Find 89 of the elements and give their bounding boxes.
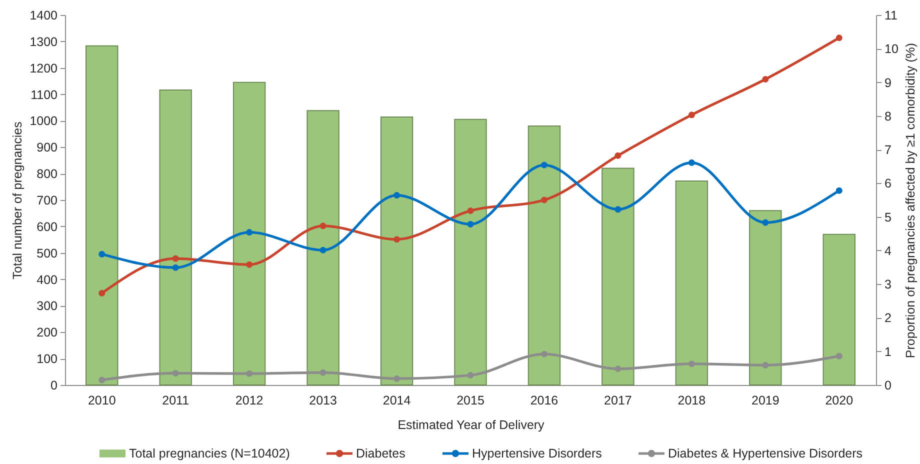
bar xyxy=(454,118,487,386)
point xyxy=(98,290,106,296)
y-tick-label: 200 xyxy=(36,326,58,340)
y2-tick-label: 6 xyxy=(884,176,892,191)
bar xyxy=(528,126,561,386)
point xyxy=(836,34,842,42)
point xyxy=(614,206,622,213)
point xyxy=(762,362,769,368)
point xyxy=(836,187,842,194)
point xyxy=(688,159,695,166)
legend-label: Diabetes & Hypertensive Disorders xyxy=(668,446,863,460)
x-axis-title: Estimated Year of Delivery xyxy=(398,418,546,432)
bar xyxy=(306,110,340,386)
bar xyxy=(159,90,192,386)
y-tick-label: 1300 xyxy=(30,34,58,49)
y-axis-title: Total number of pregnancies xyxy=(10,122,25,280)
point xyxy=(320,369,326,376)
point xyxy=(836,352,842,360)
y-tick-label: 0 xyxy=(50,378,58,392)
y2-tick-label: 5 xyxy=(884,210,892,224)
y-tick-label: 600 xyxy=(36,220,58,234)
y2-tick-label: 8 xyxy=(884,109,892,124)
y-tick-label: 1400 xyxy=(30,8,58,22)
x-tick-label: 2011 xyxy=(162,394,190,408)
y-tick-label: 500 xyxy=(36,246,58,260)
legend-label: Total pregnancies (N=10402) xyxy=(129,446,290,460)
x-tick-label: 2017 xyxy=(604,394,632,408)
point xyxy=(246,370,253,377)
point xyxy=(614,152,622,159)
bar xyxy=(380,116,414,386)
bar xyxy=(675,180,708,386)
x-tick-label: 2019 xyxy=(752,394,780,408)
point xyxy=(172,255,179,262)
y2-tick-label: 7 xyxy=(884,143,892,158)
x-tick-label: 2010 xyxy=(88,394,116,408)
x-tick-label: 2013 xyxy=(309,394,337,408)
point xyxy=(762,76,769,82)
y2-tick-label: 4 xyxy=(884,244,892,258)
point xyxy=(540,350,548,358)
y2-tick-label: 9 xyxy=(884,76,892,90)
y-tick-label: 900 xyxy=(36,140,58,155)
x-tick-label: 2016 xyxy=(530,394,558,408)
point xyxy=(540,196,548,204)
y-tick-label: 1100 xyxy=(30,88,58,102)
point xyxy=(246,261,253,268)
bar xyxy=(86,45,118,386)
x-tick-label: 2012 xyxy=(235,394,264,408)
point xyxy=(246,229,253,236)
bar xyxy=(232,82,266,386)
y2-tick-label: 1 xyxy=(884,344,892,359)
point xyxy=(614,366,622,372)
point xyxy=(172,264,179,271)
bar xyxy=(602,168,634,386)
y-tick-label: 1200 xyxy=(30,61,58,76)
y2-axis-title: Proportion of pregnancies affected by ≥1 comorbidity (%) xyxy=(903,42,918,358)
y-tick-label: 100 xyxy=(36,352,58,366)
point xyxy=(98,250,106,258)
y-tick-label: 400 xyxy=(36,272,58,287)
point xyxy=(688,360,695,368)
point xyxy=(540,162,548,168)
y2-tick-label: 0 xyxy=(884,378,892,392)
x-tick-label: 2020 xyxy=(825,394,854,408)
point xyxy=(320,222,326,230)
point xyxy=(394,375,400,382)
x-tick-label: 2018 xyxy=(678,394,706,408)
point xyxy=(320,246,326,254)
legend-label: Hypertensive Disorders xyxy=(472,446,602,460)
y2-tick-label: 2 xyxy=(884,311,892,326)
point xyxy=(467,208,474,214)
point xyxy=(394,192,400,199)
y-tick-label: 700 xyxy=(36,194,58,208)
x-tick-label: 2015 xyxy=(456,394,484,408)
point xyxy=(98,376,106,384)
point xyxy=(688,112,695,118)
bar xyxy=(749,210,782,386)
y2-tick-label: 11 xyxy=(884,8,898,22)
y2-tick-label: 10 xyxy=(884,42,898,56)
y2-tick-label: 3 xyxy=(884,278,892,292)
point xyxy=(467,372,474,378)
x-tick-label: 2014 xyxy=(382,394,411,408)
bar xyxy=(822,234,856,386)
point xyxy=(172,370,179,376)
point xyxy=(394,236,400,243)
y-tick-label: 800 xyxy=(36,167,58,182)
y-tick-label: 300 xyxy=(36,299,58,314)
point xyxy=(467,220,474,228)
legend-label: Diabetes xyxy=(356,446,406,460)
y-tick-label: 1000 xyxy=(30,114,58,128)
point xyxy=(762,219,769,226)
